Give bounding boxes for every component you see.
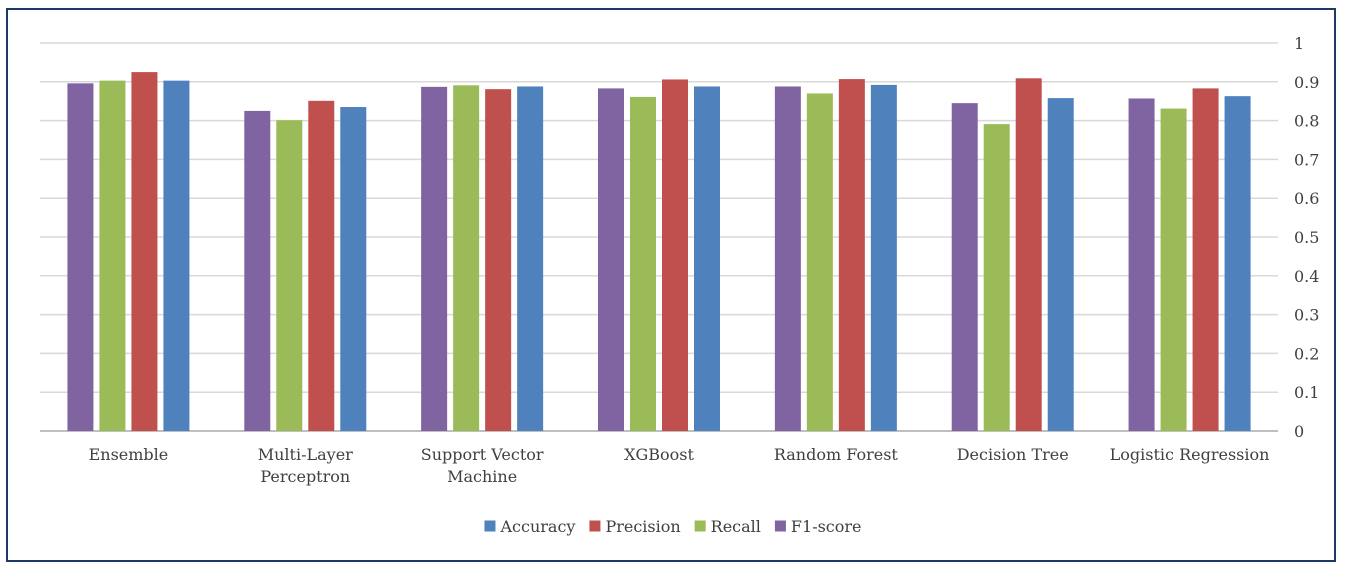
bar-precision [485,89,512,431]
bar-accuracy [1224,96,1251,431]
category-label: Logistic Regression [1110,445,1270,464]
bar-f1-score [244,110,271,432]
legend-swatch [774,520,786,532]
bar-recall [453,85,480,432]
legend-swatch [589,520,601,532]
y-tick-label: 1 [1294,34,1304,53]
bar-precision [308,100,335,431]
gridlines [40,42,1278,432]
bar-precision [131,72,158,431]
bar-accuracy [163,80,190,432]
bar-recall [983,124,1010,431]
legend: Accuracy Precision Recall F1-score [484,517,862,536]
bar-precision [838,79,865,432]
category-label: Machine [447,467,517,486]
category-label: Ensemble [89,445,169,464]
bar-recall [806,93,833,431]
category-label: Perceptron [260,467,350,486]
legend-label: F1-score [791,517,862,536]
bar-f1-score [598,88,624,432]
bar-accuracy [340,107,367,432]
bar-f1-score [1128,98,1155,431]
legend-swatch [694,520,706,532]
bar-accuracy [870,84,897,432]
bar-accuracy [1047,98,1074,431]
bar-accuracy [694,86,720,432]
category-label: XGBoost [624,445,694,464]
y-tick-label: 0.3 [1294,306,1319,325]
legend-label: Precision [605,517,680,536]
bar-recall [276,120,303,431]
bars [67,72,1251,432]
y-tick-label: 0.9 [1294,73,1319,92]
category-label: Decision Tree [957,445,1069,464]
y-tick-label: 0.8 [1294,112,1319,131]
bar-precision [1015,78,1042,432]
y-tick-label: 0.2 [1294,344,1319,363]
y-tick-label: 0 [1294,422,1304,441]
legend-swatch [484,520,496,532]
bar-f1-score [67,83,94,432]
category-label: Multi-Layer [258,445,353,464]
bar-f1-score [951,103,978,431]
y-tick-label: 0.1 [1294,383,1319,402]
bar-f1-score [421,86,448,432]
bar-recall [1160,108,1187,432]
y-tick-label: 0.5 [1294,228,1319,247]
y-axis-ticks: 0 0.1 0.2 0.3 0.4 0.5 0.6 0.7 0.8 0.9 1 [1294,34,1319,441]
bar-f1-score [774,86,801,432]
y-tick-label: 0.4 [1294,267,1319,286]
category-label: Random Forest [774,445,899,464]
bar-accuracy [517,86,544,432]
bar-precision [1192,88,1219,432]
category-label: Support Vector [421,445,544,464]
bar-recall [99,80,126,432]
legend-label: Accuracy [499,517,575,536]
bar-precision [662,79,688,432]
y-tick-label: 0.7 [1294,150,1319,169]
legend-label: Recall [711,517,761,536]
y-tick-label: 0.6 [1294,189,1319,208]
x-axis-labels: Ensemble Multi-Layer Perceptron Support Vec… [89,445,1270,486]
bar-recall [630,96,656,431]
